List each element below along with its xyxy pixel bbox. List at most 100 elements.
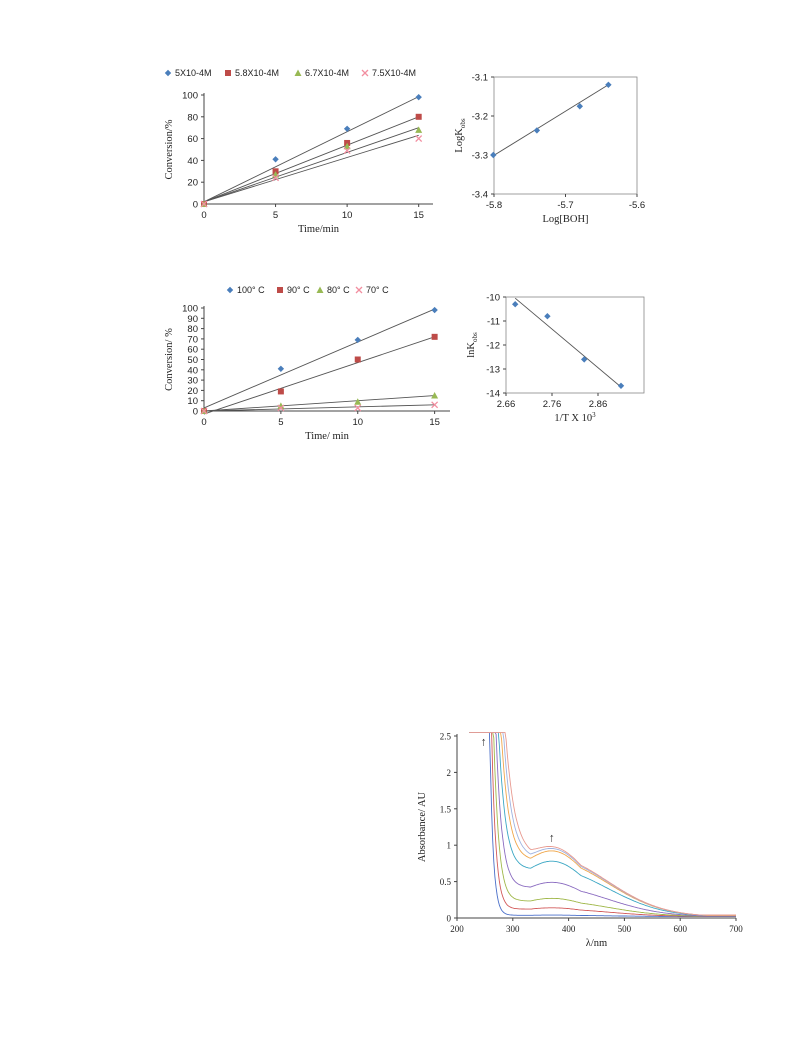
data-point	[277, 402, 285, 409]
x-tick-label: 5	[278, 417, 283, 428]
y-axis-label-sub: obs	[471, 332, 479, 342]
data-point	[272, 156, 279, 163]
plot-frame	[505, 296, 645, 394]
plot-frame	[493, 76, 638, 195]
y-tick-label: 20	[187, 178, 198, 189]
spectrum-line	[469, 731, 736, 916]
y-tick-label: 100	[182, 304, 198, 315]
x-axis-label-sup: 3	[592, 411, 596, 419]
data-point	[415, 126, 423, 133]
legend-label: 5.8X10-4M	[235, 68, 279, 78]
y-tick-label: -3.2	[472, 112, 488, 123]
data-point	[354, 404, 362, 412]
legend-marker	[355, 286, 363, 294]
y-tick-label: 0.5	[440, 877, 452, 887]
data-point	[512, 301, 519, 308]
y-tick-label: 0	[447, 914, 452, 924]
y-tick-label: 80	[187, 112, 198, 123]
trend-line	[203, 116, 419, 203]
trend-line	[203, 127, 419, 203]
x-tick-label: 0	[201, 417, 206, 428]
y-tick-label: 2.5	[440, 732, 452, 742]
x-tick-label: 15	[429, 417, 440, 428]
x-tick-label: 400	[562, 924, 576, 934]
chart-uv_vis: 0 0.5 1 1.5 2 2.5 200 300 400 500 600 700 λ/nm Absorb…	[417, 732, 743, 950]
x-tick-label: 500	[618, 924, 632, 934]
trend-arrow: ↑	[481, 734, 487, 748]
legend-marker	[226, 286, 234, 294]
data-point	[415, 113, 422, 120]
y-tick-label: 0	[193, 200, 198, 211]
y-tick-label: 90	[187, 314, 198, 325]
y-tick-label: 100	[182, 91, 198, 102]
x-tick-label: 5	[273, 210, 278, 221]
data-point	[277, 365, 285, 372]
chart-conc_conversion: 0 20 40 60 80 100 0 5 10 15 Time/min Conversion/% 5X…	[164, 68, 433, 235]
x-tick-label: 10	[352, 417, 363, 428]
x-tick-label: -5.6	[629, 200, 645, 211]
y-tick-label: 60	[187, 134, 198, 145]
y-tick-label: -3.1	[472, 73, 488, 84]
y-tick-label: 30	[187, 376, 198, 387]
y-tick-label: 1	[447, 841, 452, 851]
y-tick-label: -3.4	[472, 190, 488, 201]
y-tick-label: 60	[187, 345, 198, 356]
y-tick-label: 40	[187, 156, 198, 167]
trend-line	[203, 395, 435, 412]
x-tick-label: 2.86	[589, 399, 608, 410]
trend-line	[514, 297, 622, 388]
y-axis-label: LogKobs	[454, 118, 467, 153]
data-point	[533, 127, 541, 134]
y-tick-label: -12	[486, 341, 500, 352]
spectrum-line	[469, 731, 736, 917]
x-tick-label: 200	[450, 924, 464, 934]
data-point	[343, 147, 351, 155]
y-tick-label: -3.3	[472, 151, 488, 162]
y-axis-label: lnKobs	[466, 332, 479, 358]
data-point	[277, 404, 285, 412]
y-axis-label: Conversion/%	[164, 119, 175, 179]
data-point	[490, 151, 497, 159]
data-point	[200, 407, 208, 415]
data-point	[354, 336, 361, 344]
x-axis-label: 1/T X 103	[554, 411, 596, 424]
spectrum-line	[469, 731, 736, 917]
legend-marker	[277, 287, 283, 293]
y-axis-label: Absorbance/ AU	[417, 791, 428, 862]
x-tick-label: 15	[413, 210, 424, 221]
data-point	[343, 125, 351, 132]
y-tick-label: 10	[187, 396, 198, 407]
y-tick-label: 0	[193, 407, 198, 418]
legend-label: 100° C	[237, 285, 265, 295]
legend-marker	[361, 69, 369, 77]
trend-line	[203, 308, 435, 409]
data-point	[431, 392, 439, 399]
legend-label: 70° C	[366, 285, 389, 295]
legend-label: 7.5X10-4M	[372, 68, 416, 78]
legend-label: 6.7X10-4M	[305, 68, 349, 78]
spectrum-line	[469, 731, 736, 917]
y-axis-label-sub: obs	[459, 118, 467, 128]
y-tick-label: 80	[187, 324, 198, 335]
x-tick-label: 2.76	[543, 399, 562, 410]
x-axis-label: Time/ min	[305, 431, 349, 442]
chart-log_plot: -3.1 -3.2 -3.3 -3.4-5.8 -5.7 -5.6 Log[BOH] LogK…	[454, 73, 645, 226]
spectrum-line	[469, 731, 736, 917]
y-tick-label: -11	[487, 317, 500, 328]
data-point	[415, 135, 423, 143]
trend-line	[203, 96, 419, 203]
x-tick-label: 300	[506, 924, 520, 934]
x-tick-label: 700	[729, 924, 743, 934]
legend-label: 90° C	[287, 285, 310, 295]
x-axis-label: Time/min	[298, 224, 340, 235]
x-tick-label: 0	[201, 210, 206, 221]
data-point	[354, 356, 361, 363]
x-tick-label: -5.7	[557, 200, 573, 211]
trend-arrow: ↑	[549, 831, 555, 845]
x-tick-label: 10	[342, 210, 353, 221]
spectrum-line	[469, 731, 736, 917]
legend-label: 80° C	[327, 285, 350, 295]
